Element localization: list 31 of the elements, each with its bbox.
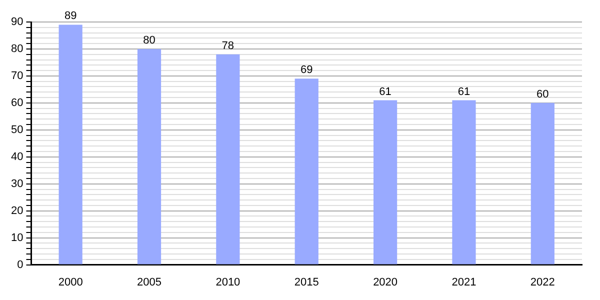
x-tick-label: 2015 (294, 276, 319, 288)
y-tick-label: 20 (10, 204, 24, 217)
data-label: 61 (379, 86, 392, 98)
data-label: 89 (64, 10, 77, 22)
y-tick-label: 10 (10, 232, 24, 244)
x-tick-label: 2020 (373, 276, 398, 288)
y-tick-label: 90 (10, 16, 24, 28)
bar (373, 100, 398, 264)
data-label: 61 (458, 86, 470, 98)
y-tick-label: 60 (10, 96, 24, 109)
x-tick-label: 2021 (452, 276, 476, 288)
bar (137, 48, 162, 264)
bar (216, 54, 240, 264)
y-tick-label: 0 (17, 258, 24, 271)
y-tick-label: 50 (10, 124, 24, 136)
y-tick-label: 70 (10, 70, 24, 82)
bar (530, 102, 554, 264)
x-tick-label: 2005 (137, 276, 162, 288)
x-tick-label: 2010 (216, 276, 240, 288)
bar (452, 100, 476, 264)
x-tick-label: 2022 (530, 276, 555, 288)
bar (294, 78, 318, 264)
bar (58, 24, 82, 264)
data-label: 78 (222, 40, 234, 52)
data-label: 80 (143, 34, 156, 47)
y-tick-label: 30 (10, 178, 24, 190)
data-label: 60 (536, 88, 549, 100)
y-tick-label: 80 (10, 43, 24, 56)
x-tick-label: 2000 (58, 276, 83, 288)
y-tick-label: 40 (10, 150, 24, 163)
data-label: 69 (300, 64, 313, 76)
